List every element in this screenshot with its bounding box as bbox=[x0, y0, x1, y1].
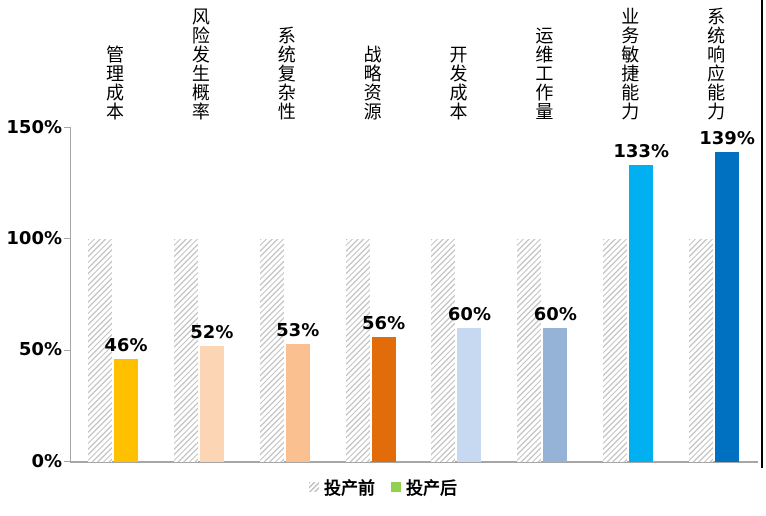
bar-value-label: 139% bbox=[699, 128, 755, 149]
category-label-wrap: 开发成本 bbox=[414, 0, 500, 121]
bar-after-production: 56% bbox=[362, 313, 405, 462]
x-axis-baseline bbox=[70, 461, 758, 463]
y-axis-label-0: 0% bbox=[31, 451, 62, 472]
category-label-wrap: 业务敏捷能力 bbox=[585, 0, 671, 121]
bar-pair: 60% bbox=[431, 239, 491, 462]
bar-value-label: 52% bbox=[190, 322, 234, 343]
bar-before-production bbox=[173, 239, 198, 462]
legend-label-after: 投产后 bbox=[406, 479, 457, 499]
legend-label-before: 投产前 bbox=[324, 479, 375, 499]
bar-value-label: 53% bbox=[276, 320, 320, 341]
y-axis-label-50: 50% bbox=[18, 339, 62, 360]
category-label: 战略资源 bbox=[360, 45, 382, 121]
category-label: 管理成本 bbox=[102, 45, 124, 121]
bar-after-production: 60% bbox=[534, 304, 577, 462]
bar-before-production bbox=[87, 239, 112, 462]
bar-groups: 管理成本 46% 风险发生概率 52% 系统复杂性 53% 战略资源 56% 开发成本 60% 运维… bbox=[70, 0, 757, 462]
bar-before-production bbox=[259, 239, 284, 462]
category-label-wrap: 管理成本 bbox=[70, 0, 156, 121]
bar-group: 战略资源 56% bbox=[328, 0, 414, 462]
bar-group: 系统响应能力 139% bbox=[671, 0, 757, 462]
legend-swatch-before bbox=[309, 481, 319, 492]
category-label-wrap: 系统响应能力 bbox=[671, 0, 757, 121]
y-axis-tick bbox=[64, 238, 70, 239]
bar-group: 管理成本 46% bbox=[70, 0, 156, 462]
category-label: 开发成本 bbox=[446, 45, 468, 121]
bar-group: 业务敏捷能力 133% bbox=[585, 0, 671, 462]
bar-pair: 46% bbox=[87, 239, 147, 462]
legend-item-before: 投产前 bbox=[309, 474, 375, 499]
category-label: 业务敏捷能力 bbox=[618, 7, 640, 121]
category-label-wrap: 系统复杂性 bbox=[242, 0, 328, 121]
bar-group: 运维工作量 60% bbox=[499, 0, 585, 462]
bar-pair: 60% bbox=[517, 239, 577, 462]
bar-value-label: 133% bbox=[613, 141, 669, 162]
bar-value-label: 46% bbox=[104, 335, 148, 356]
bar-before-production bbox=[345, 239, 370, 462]
bar-after-production: 139% bbox=[699, 128, 755, 462]
y-axis-label-100: 100% bbox=[6, 228, 62, 249]
legend: 投产前 投产后 bbox=[0, 474, 766, 499]
bar-pair: 133% bbox=[603, 141, 669, 462]
legend-item-after: 投产后 bbox=[391, 474, 457, 499]
bar-pair: 52% bbox=[173, 239, 233, 462]
bar-before-production bbox=[603, 239, 628, 462]
bar-group: 风险发生概率 52% bbox=[156, 0, 242, 462]
category-label: 系统复杂性 bbox=[274, 26, 296, 121]
bar-before-production bbox=[517, 239, 542, 462]
bar-pair: 139% bbox=[689, 128, 755, 462]
bar-group: 开发成本 60% bbox=[414, 0, 500, 462]
bar-after-production: 60% bbox=[448, 304, 491, 462]
bar-pair: 53% bbox=[259, 239, 319, 462]
category-label: 系统响应能力 bbox=[704, 7, 726, 121]
category-label-wrap: 运维工作量 bbox=[499, 0, 585, 121]
legend-swatch-after bbox=[391, 481, 401, 492]
bar-value-label: 60% bbox=[533, 304, 577, 325]
bar-before-production bbox=[689, 239, 714, 462]
bar-before-production bbox=[431, 239, 456, 462]
category-label: 风险发生概率 bbox=[188, 7, 210, 121]
bar-group: 系统复杂性 53% bbox=[242, 0, 328, 462]
y-axis-line bbox=[70, 127, 71, 463]
right-frame-line bbox=[761, 0, 763, 468]
y-axis-tick bbox=[64, 350, 70, 351]
bar-value-label: 56% bbox=[362, 313, 406, 334]
bar-after-production: 46% bbox=[104, 335, 147, 462]
y-axis-tick bbox=[64, 127, 70, 128]
category-label-wrap: 风险发生概率 bbox=[156, 0, 242, 121]
bar-after-production: 52% bbox=[190, 322, 233, 462]
category-label-wrap: 战略资源 bbox=[328, 0, 414, 121]
bar-after-production: 53% bbox=[276, 320, 319, 462]
bar-value-label: 60% bbox=[447, 304, 491, 325]
bar-pair: 56% bbox=[345, 239, 405, 462]
category-label: 运维工作量 bbox=[532, 26, 554, 121]
y-axis-tick bbox=[64, 461, 70, 462]
bar-after-production: 133% bbox=[613, 141, 669, 462]
y-axis-label-150: 150% bbox=[6, 117, 62, 138]
